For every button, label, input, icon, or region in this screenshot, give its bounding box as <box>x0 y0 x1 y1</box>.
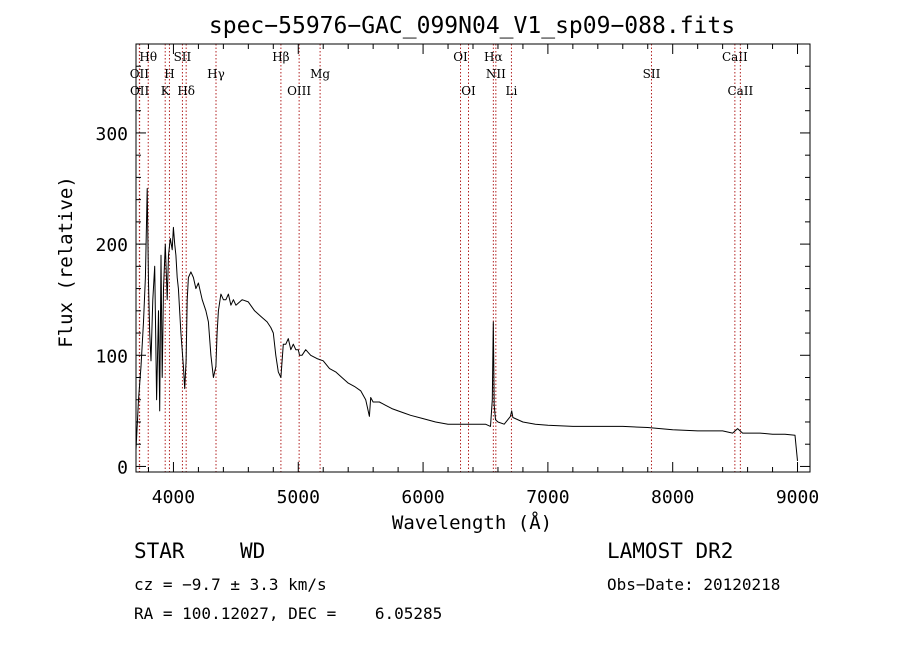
marker-label: Li <box>506 84 518 98</box>
marker-label: Hβ <box>272 50 289 64</box>
y-tick-label: 200 <box>95 235 128 256</box>
marker-label: OIII <box>287 84 311 98</box>
coordinates: RA = 100.12027, DEC = 6.05285 <box>134 604 443 623</box>
plot-frame <box>135 43 811 473</box>
marker-label: Hθ <box>139 50 157 64</box>
y-tick-label: 300 <box>95 124 128 145</box>
spectrum-series <box>135 188 798 461</box>
subclass-label: WD <box>240 539 266 563</box>
marker-label: SII <box>643 67 661 81</box>
marker-label: OII <box>130 84 150 98</box>
marker-label: CaII <box>727 84 753 98</box>
survey-label: LAMOST DR2 <box>607 539 734 563</box>
marker-label: SII <box>174 50 192 64</box>
axis-ticks: 4000 5000 6000 7000 8000 9000 0 100 200 300 <box>95 44 819 508</box>
cz-value: cz = −9.7 ± 3.3 km/s <box>134 575 327 594</box>
x-tick-label: 5000 <box>277 487 320 508</box>
x-tick-label: 9000 <box>776 487 819 508</box>
marker-label: Hα <box>484 50 503 64</box>
marker-label: Hδ <box>177 84 195 98</box>
x-tick-label: 7000 <box>526 487 569 508</box>
marker-label: Hγ <box>207 67 225 81</box>
y-tick-label: 0 <box>117 457 128 478</box>
marker-label: OI <box>461 84 476 98</box>
spectrum-line <box>135 188 798 461</box>
marker-label: Mg <box>310 67 330 81</box>
chart-title: spec−55976−GAC_099N04_V1_sp09−088.fits <box>209 13 735 39</box>
x-axis-label: Wavelength (Å) <box>392 511 552 534</box>
y-axis-label: Flux (relative) <box>55 176 77 348</box>
marker-label: OII <box>130 67 150 81</box>
marker-label: NII <box>486 67 506 81</box>
x-tick-label: 6000 <box>401 487 444 508</box>
class-label: STAR <box>134 539 185 563</box>
marker-label: K <box>161 84 171 98</box>
y-tick-label: 100 <box>95 346 128 367</box>
x-tick-label: 4000 <box>152 487 195 508</box>
marker-label: H <box>164 67 174 81</box>
x-tick-label: 8000 <box>651 487 694 508</box>
obs-date: Obs−Date: 20120218 <box>607 575 781 594</box>
marker-label: CaII <box>722 50 748 64</box>
marker-label: OI <box>453 50 468 64</box>
